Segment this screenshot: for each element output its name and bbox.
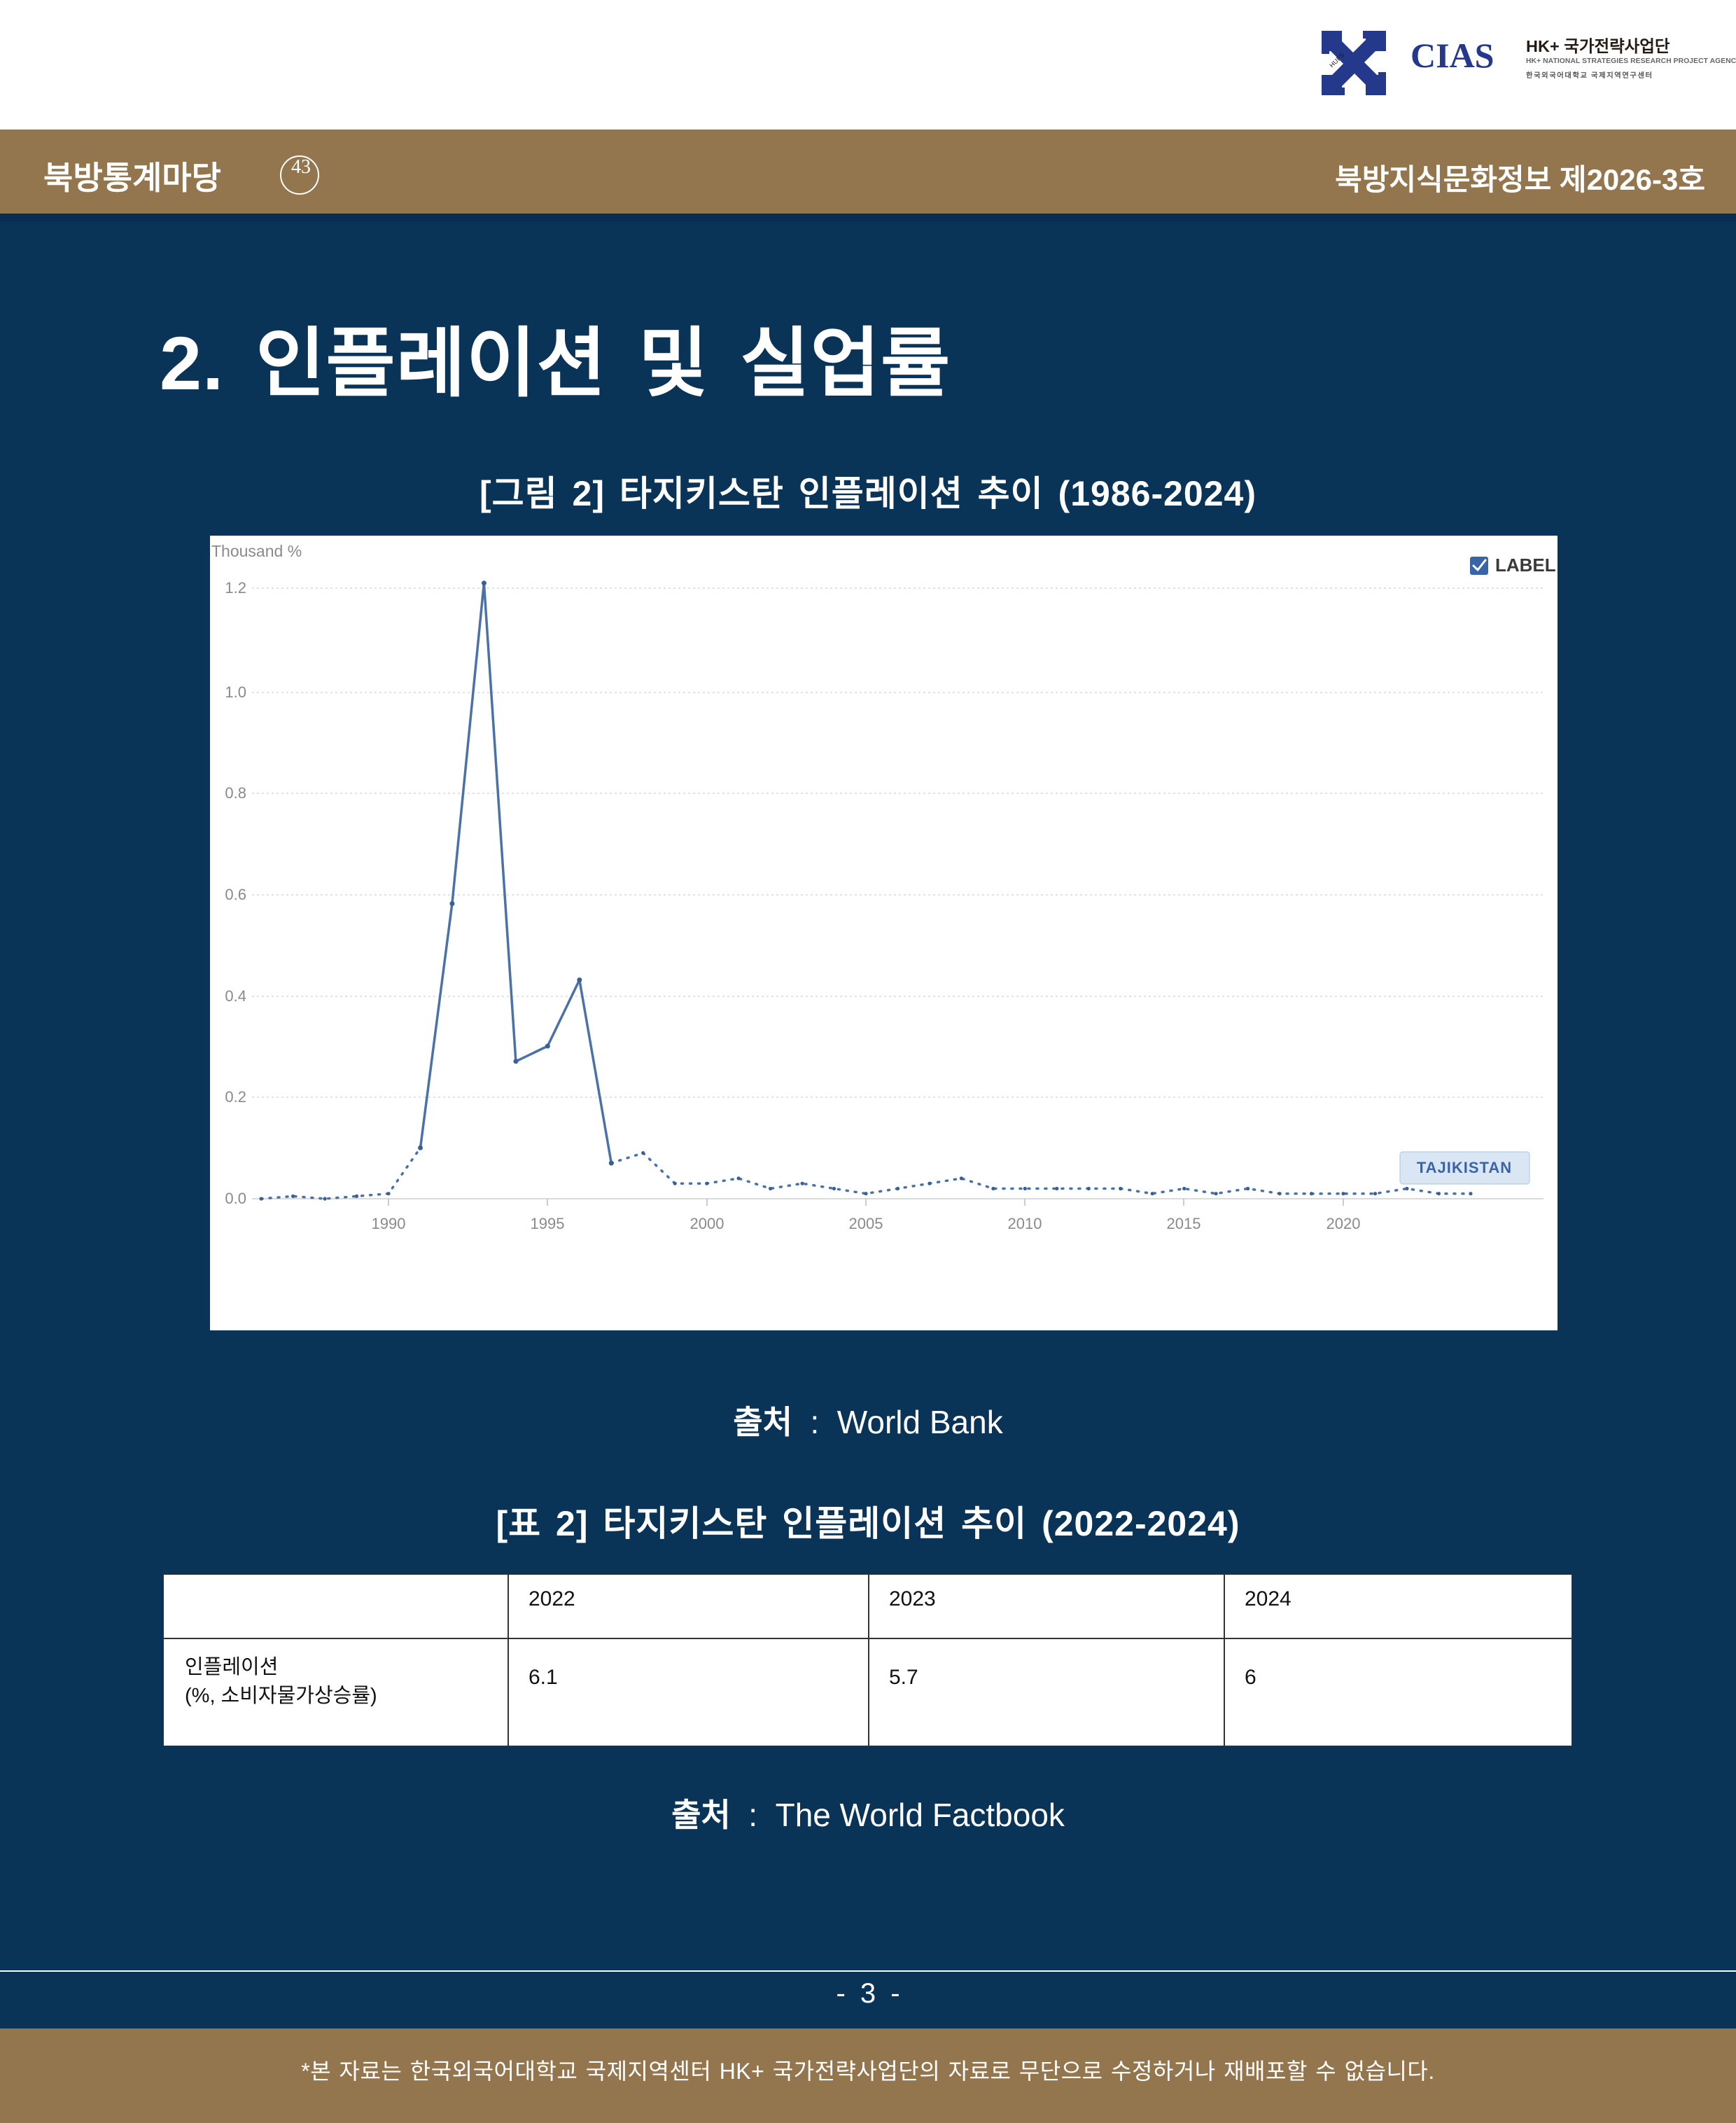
svg-text:TAJIKISTAN: TAJIKISTAN	[1417, 1159, 1512, 1176]
svg-text:2020: 2020	[1326, 1215, 1361, 1232]
svg-text:1.0: 1.0	[225, 683, 246, 701]
svg-text:0.2: 0.2	[225, 1088, 246, 1106]
svg-text:1995: 1995	[531, 1215, 565, 1232]
svg-text:2005: 2005	[849, 1215, 883, 1232]
svg-text:Thousand %: Thousand %	[211, 542, 302, 560]
svg-text:0.4: 0.4	[225, 987, 246, 1005]
svg-text:2000: 2000	[690, 1215, 724, 1232]
svg-text:0.8: 0.8	[225, 784, 246, 802]
svg-text:0.6: 0.6	[225, 886, 246, 903]
svg-text:2010: 2010	[1008, 1215, 1042, 1232]
svg-text:1990: 1990	[372, 1215, 406, 1232]
svg-text:2015: 2015	[1167, 1215, 1201, 1232]
svg-text:0.0: 0.0	[225, 1190, 246, 1207]
svg-text:1.2: 1.2	[225, 579, 246, 597]
svg-text:LABEL: LABEL	[1495, 555, 1556, 576]
